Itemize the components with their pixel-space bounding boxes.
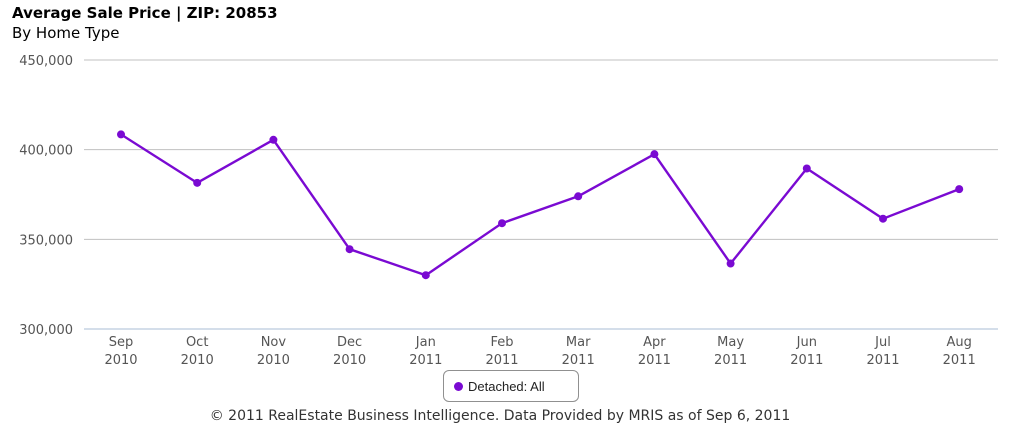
x-tick-label: Dec <box>337 335 362 350</box>
x-tick-label: 2011 <box>943 353 976 368</box>
data-point <box>650 150 659 159</box>
data-point <box>802 164 811 173</box>
chart-subtitle: By Home Type <box>12 24 120 42</box>
series-layer <box>117 130 964 280</box>
y-tick-label: 400,000 <box>19 144 73 159</box>
x-tick-label: Oct <box>186 335 208 350</box>
data-point <box>193 178 202 187</box>
x-tick-label: Jan <box>415 335 436 350</box>
legend-marker-icon <box>454 381 463 391</box>
y-tick-label: 300,000 <box>19 323 73 338</box>
data-point <box>574 192 583 201</box>
x-tick-label: 2010 <box>257 353 290 368</box>
x-tick-label: 2011 <box>790 353 823 368</box>
x-tick-label: May <box>717 335 744 350</box>
data-point <box>955 185 964 194</box>
x-tick-label: Jul <box>874 335 891 350</box>
x-tick-label: Aug <box>947 335 972 350</box>
x-tick-label: Apr <box>643 335 666 350</box>
data-point <box>269 135 278 144</box>
data-point <box>117 130 125 139</box>
y-axis: 300,000 350,000 400,000 450,000 <box>19 54 73 338</box>
x-tick-label: 2010 <box>181 353 214 368</box>
x-tick-label: 2011 <box>714 353 747 368</box>
x-tick-label: 2010 <box>333 353 366 368</box>
legend-item-label: Detached: All <box>468 378 545 394</box>
footer-credit: © 2011 RealEstate Business Intelligence.… <box>209 408 791 424</box>
x-tick-label: 2010 <box>104 353 137 368</box>
x-tick-label: Jun <box>796 335 817 350</box>
x-tick-label: Sep <box>109 335 134 350</box>
gridlines <box>84 59 998 330</box>
data-point <box>498 219 506 228</box>
x-axis: Sep 2010 Oct 2010 Nov 2010 Dec 2010 Jan 2011 Feb 20… <box>104 335 975 368</box>
x-tick-label: 2011 <box>409 353 442 368</box>
x-tick-label: 2011 <box>562 353 595 368</box>
x-tick-label: Mar <box>566 335 591 350</box>
chart-title: Average Sale Price | ZIP: 20853 <box>12 4 278 22</box>
y-tick-label: 350,000 <box>19 233 73 248</box>
series-line <box>120 133 960 277</box>
y-tick-label: 450,000 <box>19 54 73 69</box>
data-point <box>421 271 430 280</box>
x-tick-label: 2011 <box>638 353 671 368</box>
legend[interactable]: Detached: All <box>443 370 579 402</box>
x-tick-label: Feb <box>490 335 513 350</box>
x-tick-label: 2011 <box>866 353 899 368</box>
data-point <box>345 245 354 254</box>
data-point <box>879 214 887 223</box>
x-tick-label: Nov <box>261 335 287 350</box>
data-point <box>726 259 735 268</box>
x-tick-label: 2011 <box>485 353 518 368</box>
